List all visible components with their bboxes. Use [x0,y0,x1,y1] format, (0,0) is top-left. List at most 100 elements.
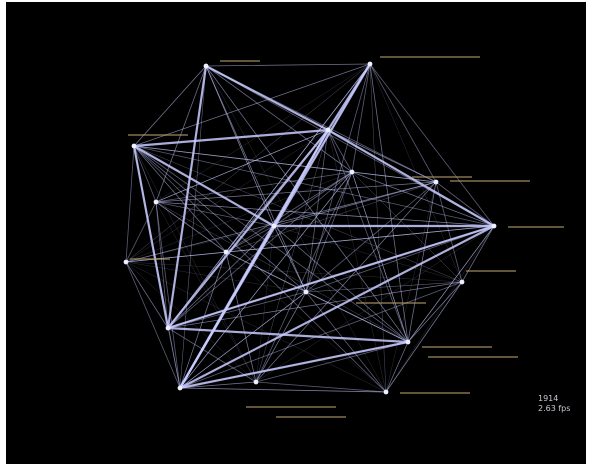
graph-edge-faint [255,129,329,383]
graph-edge [435,181,463,283]
network-graph[interactable] [6,2,586,464]
graph-edge-faint [179,171,353,389]
graph-edge-faint [385,181,437,393]
graph-edge-faint [205,65,409,343]
graph-edge [155,201,495,227]
graph-edge-faint [407,225,495,343]
graph-edge [273,181,437,227]
graph-node-n5[interactable] [491,223,497,229]
graph-edge-faint [179,291,307,389]
graph-edge-faint [155,201,495,227]
graph-node-n3[interactable] [325,127,331,133]
graph-edge [167,63,371,329]
graph-edge [155,201,227,253]
graph-node-n1[interactable] [203,63,209,69]
graph-edge [167,225,275,329]
node-label-mark [422,346,492,348]
graph-edge [133,63,371,147]
graph-edge [133,145,353,173]
graph-edge [255,341,409,383]
graph-edge-strong [326,128,496,228]
graph-edge [327,129,353,173]
graph-edge-faint [125,225,275,263]
graph-node-n7[interactable] [165,325,171,331]
graph-node-n10[interactable] [303,289,309,295]
node-label-mark [466,270,516,272]
graph-edge-faint [125,63,371,263]
graph-edge-faint [125,251,227,263]
graph-edge [351,171,495,227]
graph-edge-faint [155,201,409,343]
graph-node-n16[interactable] [383,389,389,395]
graph-node-n11[interactable] [349,169,355,175]
graph-edge-faint [133,63,371,147]
graph-edge [125,261,169,329]
graph-edge-faint [179,65,207,389]
graph-edge [125,225,495,263]
graph-edge-faint [225,225,495,253]
graph-edge [327,129,437,183]
graph-node-n9[interactable] [405,339,411,345]
graph-node-n6[interactable] [271,223,277,229]
graph-node-n13[interactable] [433,179,439,185]
graph-edge [305,291,387,393]
graph-edge-faint [305,281,463,293]
graph-edge-faint [225,181,437,253]
graph-edge-faint [155,129,329,203]
node-label-mark [356,302,426,304]
graph-edge [125,145,135,263]
graph-edge-faint [167,225,275,329]
graph-edge [273,225,307,293]
graph-edge-faint [179,387,387,393]
graph-edge [179,171,353,389]
graph-edge-faint [273,225,409,343]
graph-edge-strong [178,224,276,390]
graph-3d-viewport[interactable]: 1914 2.63 fps [6,2,586,464]
frame-counter: 1914 [538,394,559,403]
node-label-mark [220,60,260,62]
graph-edge [125,261,181,389]
graph-node-n17[interactable] [123,259,129,265]
graph-edge [133,145,307,293]
graph-edge-faint [179,387,387,393]
graph-edge-strong [178,224,496,390]
graph-edge [351,171,437,183]
graph-edge-faint [255,129,329,383]
graph-edge-faint [205,63,371,67]
graph-node-n12[interactable] [223,249,229,255]
graph-edge [125,181,437,263]
graph-edge [255,381,387,393]
graph-edge-strong [132,144,170,330]
graph-edge-faint [179,171,353,389]
graph-node-n8[interactable] [177,385,183,391]
graph-edge [125,251,227,263]
graph-edge-faint [205,65,353,173]
graph-edge-strong [166,64,208,330]
graph-node-n18[interactable] [459,279,465,285]
graph-edge-faint [133,145,437,183]
graph-edge-faint [125,225,495,263]
graph-edge-faint [351,171,495,227]
graph-edge-faint [407,225,495,343]
graph-edge [305,129,329,293]
graph-node-n2[interactable] [367,61,373,67]
graph-node-n4[interactable] [131,143,137,149]
graph-node-n14[interactable] [153,199,159,205]
graph-edge [133,65,207,147]
graph-edge [133,145,437,183]
graph-node-n15[interactable] [253,379,259,385]
graph-edge [273,171,353,227]
graph-edge-faint [179,65,207,389]
graph-edge [167,291,307,329]
node-label-mark [428,356,518,358]
graph-edge [155,129,329,203]
graph-edge-faint [155,201,409,343]
graph-edge [369,63,437,183]
graph-edge [179,281,463,389]
graph-edge [435,181,495,227]
graph-edge-faint [133,145,257,383]
graph-edge-faint [125,261,387,393]
node-label-mark [380,56,480,58]
graph-edge [225,251,307,293]
graph-edge-faint [133,65,207,147]
